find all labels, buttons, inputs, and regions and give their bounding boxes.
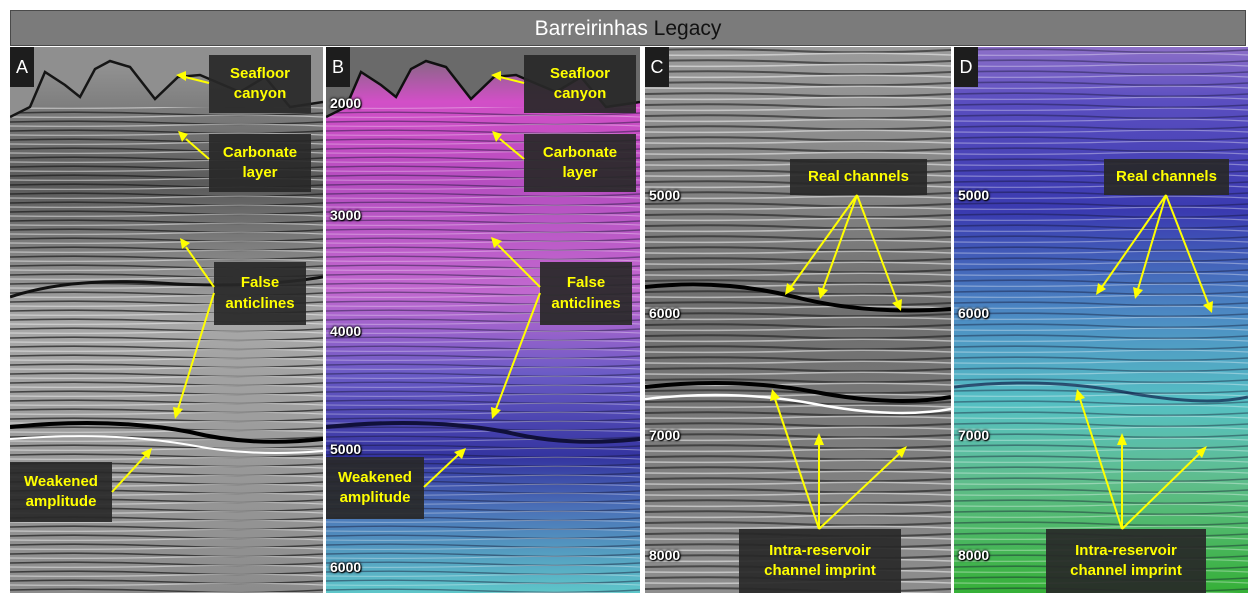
intra-reservoir-callout: Intra-reservoir channel imprint [739, 529, 901, 593]
callout-line: Seafloor [549, 64, 610, 82]
seismic-image-d [954, 47, 1248, 593]
panel-label: D [954, 47, 978, 87]
depth-tick: 4000 [330, 323, 362, 339]
false-anticlines-callout: False anticlines [540, 262, 632, 325]
callout-line: Intra-reservoir [1075, 541, 1177, 559]
panel-a: A Seafloor canyon Carbonate layer False … [10, 47, 323, 593]
seafloor-canyon-callout: Seafloor canyon [524, 55, 636, 113]
weakened-amplitude-callout: Weakened amplitude [326, 457, 424, 519]
weakened-amplitude-callout: Weakened amplitude [10, 462, 112, 522]
title-part-1: Barreirinhas [534, 16, 648, 40]
depth-tick: 7000 [958, 427, 990, 443]
title-part-2: Legacy [653, 16, 722, 40]
panel-b: B 2000 3000 4000 5000 6000 Seafloor cany… [326, 47, 640, 593]
callout-line: False [566, 274, 606, 292]
callout-line: Carbonate [542, 143, 618, 161]
seismic-image-c [645, 47, 951, 593]
depth-tick: 6000 [649, 305, 681, 321]
callout-line: False [240, 274, 280, 292]
callout-line: Intra-reservoir [769, 541, 871, 559]
real-channels-callout: Real channels [1104, 159, 1229, 195]
callout-line: Seafloor [229, 64, 290, 82]
callout-line: canyon [553, 85, 607, 102]
depth-tick: 6000 [958, 305, 990, 321]
callout-line: channel imprint [764, 562, 876, 579]
callout-line: amplitude [25, 493, 97, 510]
callout-line: Real channels [808, 167, 909, 185]
callout-line: layer [242, 164, 278, 181]
depth-tick: 6000 [330, 559, 362, 575]
seafloor-canyon-callout: Seafloor canyon [209, 55, 311, 113]
false-anticlines-callout: False anticlines [214, 262, 306, 325]
intra-reservoir-callout: Intra-reservoir channel imprint [1046, 529, 1206, 593]
callout-line: canyon [233, 85, 287, 102]
depth-tick: 2000 [330, 95, 362, 111]
carbonate-layer-callout: Carbonate layer [209, 134, 311, 192]
title-bar: Barreirinhas Legacy [10, 10, 1246, 46]
depth-tick: 8000 [958, 547, 990, 563]
depth-tick: 5000 [330, 441, 362, 457]
title-text: Barreirinhas Legacy [535, 18, 722, 39]
depth-tick: 5000 [649, 187, 681, 203]
panel-label: A [10, 47, 34, 87]
callout-line: amplitude [339, 489, 411, 506]
depth-tick: 8000 [649, 547, 681, 563]
callout-line: anticlines [225, 294, 295, 312]
callout-line: Weakened [24, 472, 98, 490]
callout-line: channel imprint [1070, 562, 1182, 579]
panel-d: D 5000 6000 7000 8000 Real channels Intr… [954, 47, 1248, 593]
panel-label: B [326, 47, 350, 87]
depth-tick: 5000 [958, 187, 990, 203]
callout-line: Weakened [338, 468, 412, 486]
carbonate-layer-callout: Carbonate layer [524, 134, 636, 192]
callout-line: layer [562, 164, 598, 181]
callout-line: anticlines [551, 294, 621, 312]
callout-line: Real channels [1116, 167, 1217, 185]
real-channels-callout: Real channels [790, 159, 927, 195]
depth-tick: 3000 [330, 207, 362, 223]
panel-c: C 5000 6000 7000 8000 Real channels Intr… [645, 47, 951, 593]
callout-line: Carbonate [222, 143, 298, 161]
panel-label: C [645, 47, 669, 87]
depth-tick: 7000 [649, 427, 681, 443]
